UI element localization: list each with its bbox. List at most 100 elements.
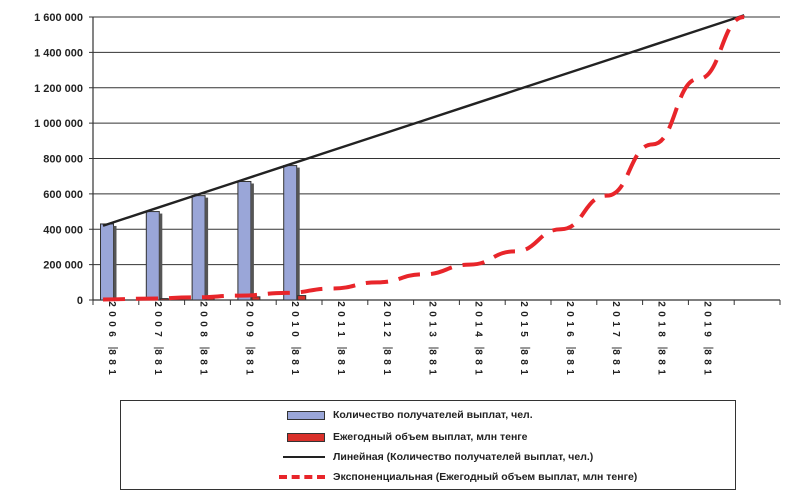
svg-text:1: 1 [656, 321, 667, 327]
svg-text:3: 3 [427, 331, 438, 337]
y-tick-label: 0 [77, 295, 83, 307]
svg-text:1: 1 [701, 321, 712, 327]
bar-payments [251, 296, 261, 301]
x-tick-label: 2 0 0 9 8 8 1 [243, 301, 256, 375]
svg-text:8: 8 [106, 359, 117, 365]
x-tick-label: 2 0 1 3 8 8 1 [427, 301, 439, 375]
svg-text:2: 2 [198, 301, 209, 307]
svg-text:8: 8 [335, 359, 346, 365]
legend-entry-exponential-trend: Экспоненциальная (Ежегодный объем выплат… [121, 467, 637, 487]
svg-text:4: 4 [472, 331, 483, 337]
svg-text:8: 8 [381, 349, 392, 355]
svg-text:8: 8 [472, 349, 483, 355]
y-tick-label: 1 400 000 [34, 47, 83, 59]
y-tick-label: 1 200 000 [34, 83, 83, 95]
svg-text:8: 8 [381, 359, 392, 365]
legend-key-blue-bar [279, 408, 325, 422]
legend: Количество получателей выплат, чел. Ежег… [120, 400, 736, 490]
svg-text:8: 8 [243, 359, 254, 365]
legend-entry-linear-trend: Линейная (Количество получателей выплат,… [121, 447, 593, 467]
svg-text:8: 8 [656, 359, 667, 365]
svg-text:1: 1 [335, 369, 346, 375]
svg-text:8: 8 [198, 331, 209, 337]
svg-text:0: 0 [243, 311, 254, 317]
svg-text:0: 0 [518, 311, 529, 317]
svg-text:1: 1 [198, 369, 209, 375]
x-tick-labels: 2 0 0 6 8 8 1 2 0 0 7 8 8 1 2 0 0 8 8 8 1 2 0 0 9 8 8 1 2 0 1 0 8 8 1 2 0 1 1 8… [106, 301, 714, 375]
svg-text:8: 8 [427, 349, 438, 355]
svg-text:1: 1 [106, 369, 117, 375]
svg-text:8: 8 [289, 359, 300, 365]
x-tick-label: 2 0 1 7 8 8 1 [610, 301, 622, 375]
svg-text:8: 8 [701, 349, 712, 355]
bar-shadow [296, 167, 300, 300]
svg-text:1: 1 [335, 331, 346, 337]
svg-text:2: 2 [335, 301, 346, 307]
x-tick-label: 2 0 1 8 8 8 1 [656, 301, 668, 375]
svg-text:1: 1 [610, 369, 621, 375]
svg-text:8: 8 [564, 359, 575, 365]
bar-payments [159, 298, 169, 301]
svg-text:8: 8 [656, 331, 667, 337]
svg-text:0: 0 [106, 321, 117, 327]
legend-label: Количество получателей выплат, чел. [333, 409, 533, 421]
x-tick-label: 2 0 0 8 8 8 1 [198, 301, 210, 375]
svg-text:1: 1 [472, 321, 483, 327]
linear-trend-line [102, 14, 745, 227]
svg-text:0: 0 [610, 311, 621, 317]
svg-text:2: 2 [289, 301, 300, 307]
x-tick-label: 2 0 1 1 8 8 1 [335, 301, 347, 375]
legend-label: Экспоненциальная (Ежегодный объем выплат… [333, 471, 638, 483]
trend-lines [102, 14, 745, 302]
svg-text:2: 2 [381, 331, 392, 337]
legend-label: Ежегодный объем выплат, млн тенге [333, 431, 528, 443]
svg-text:8: 8 [152, 359, 163, 365]
svg-text:8: 8 [106, 349, 117, 355]
svg-text:1: 1 [289, 321, 300, 327]
svg-text:0: 0 [381, 311, 392, 317]
bar-recipients [100, 223, 114, 301]
svg-text:7: 7 [152, 331, 163, 337]
x-tick-label: 2 0 1 9 8 8 1 [701, 301, 714, 375]
bar-series [100, 165, 307, 301]
svg-text:6: 6 [564, 331, 575, 337]
svg-text:0: 0 [335, 311, 346, 317]
legend-key-black-line [279, 450, 325, 464]
svg-text:2: 2 [427, 301, 438, 307]
svg-text:1: 1 [656, 369, 667, 375]
svg-text:7: 7 [610, 331, 621, 337]
svg-text:0: 0 [243, 321, 254, 327]
svg-text:1: 1 [564, 369, 575, 375]
bar-shadow [250, 183, 254, 300]
y-tick-label: 1 000 000 [34, 118, 83, 130]
bar-shadow [113, 225, 117, 300]
svg-text:8: 8 [564, 349, 575, 355]
svg-text:2: 2 [106, 301, 117, 307]
svg-text:8: 8 [610, 349, 621, 355]
bar-shadow [159, 213, 163, 300]
svg-text:0: 0 [701, 311, 712, 317]
svg-text:2: 2 [152, 301, 163, 307]
x-tick-label: 2 0 0 7 8 8 1 [152, 301, 164, 375]
svg-text:8: 8 [610, 359, 621, 365]
y-tick-label: 200 000 [43, 260, 83, 272]
svg-text:8: 8 [243, 349, 254, 355]
svg-text:1: 1 [701, 369, 712, 375]
svg-text:8: 8 [427, 359, 438, 365]
y-tick-label: 600 000 [43, 189, 83, 201]
legend-entry-recipients: Количество получателей выплат, чел. [121, 405, 533, 425]
legend-key-red-bar [279, 430, 325, 444]
svg-text:8: 8 [335, 349, 346, 355]
svg-text:1: 1 [243, 369, 254, 375]
svg-text:0: 0 [564, 311, 575, 317]
svg-text:1: 1 [335, 321, 346, 327]
svg-text:2: 2 [243, 301, 254, 307]
svg-text:8: 8 [289, 349, 300, 355]
svg-text:5: 5 [518, 331, 529, 337]
legend-entry-payments: Ежегодный объем выплат, млн тенге [121, 427, 528, 447]
bar-recipients [283, 165, 298, 301]
svg-text:2: 2 [656, 301, 667, 307]
x-tick-label: 2 0 1 0 8 8 1 [289, 301, 302, 375]
svg-text:1: 1 [564, 321, 575, 327]
